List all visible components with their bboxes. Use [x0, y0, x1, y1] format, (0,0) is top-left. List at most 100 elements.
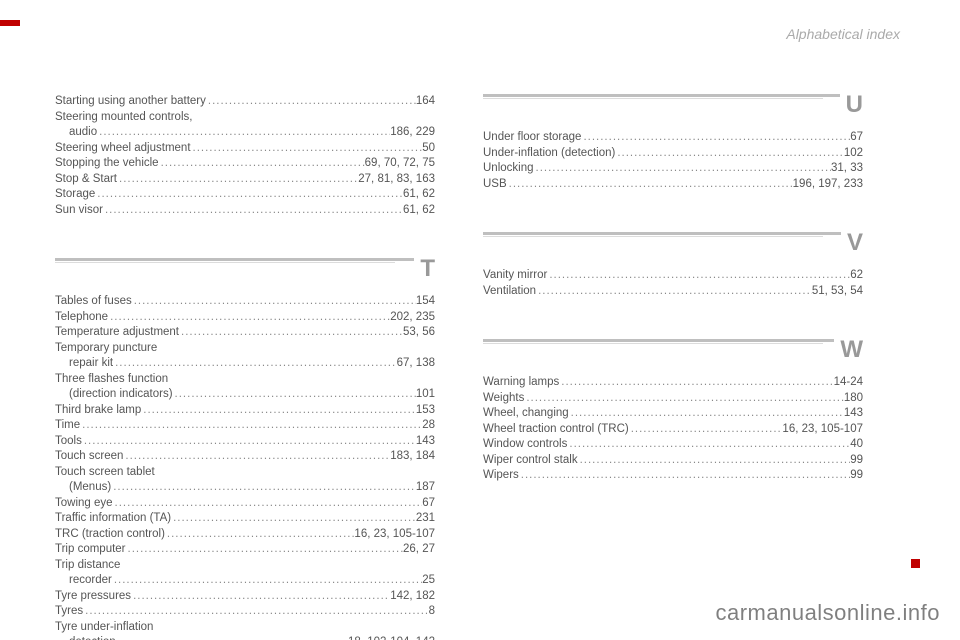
index-entry: Traffic information (TA)231 — [55, 511, 435, 527]
entry-pages: 102 — [844, 146, 863, 162]
section-heading: T — [55, 258, 435, 286]
entry-pages: 67, 138 — [397, 356, 435, 372]
entry-leader-dots — [132, 294, 416, 310]
entry-label: Under-inflation (detection) — [483, 146, 615, 162]
entry-leader-dots — [536, 284, 812, 300]
index-entry: Wheel traction control (TRC)16, 23, 105-… — [483, 422, 863, 438]
entry-leader-dots — [519, 468, 850, 484]
index-section: UUnder floor storage67Under-inflation (d… — [483, 94, 863, 192]
entry-pages: 99 — [850, 468, 863, 484]
entry-pages: 62 — [850, 268, 863, 284]
index-entry: Window controls 40 — [483, 437, 863, 453]
index-entry: Temporary puncture — [55, 341, 435, 357]
page-header-title: Alphabetical index — [786, 26, 900, 42]
index-entry: Touch screen tablet — [55, 465, 435, 481]
entry-leader-dots — [112, 573, 422, 589]
entry-label: Tyres — [55, 604, 83, 620]
index-entry: detection18, 102-104, 142 — [55, 635, 435, 640]
entry-leader-dots — [80, 418, 422, 434]
index-entry: Three flashes function — [55, 372, 435, 388]
entry-label: repair kit — [69, 356, 113, 372]
index-section: TTables of fuses154Telephone202, 235Temp… — [55, 258, 435, 640]
entry-leader-dots — [191, 141, 423, 157]
watermark-text: carmanualsonline.info — [715, 600, 940, 626]
entry-pages: 16, 23, 105-107 — [354, 527, 435, 543]
index-section: Starting using another battery164Steerin… — [55, 94, 435, 218]
index-entry: Towing eye67 — [55, 496, 435, 512]
index-entry: Ventilation51, 53, 54 — [483, 284, 863, 300]
entry-label: USB — [483, 177, 507, 193]
entry-label: Wiper control stalk — [483, 453, 578, 469]
entry-pages: 61, 62 — [403, 203, 435, 219]
index-entry: Tyre pressures142, 182 — [55, 589, 435, 605]
entry-leader-dots — [95, 187, 403, 203]
entry-pages: 143 — [416, 434, 435, 450]
entry-pages: 196, 197, 233 — [793, 177, 863, 193]
index-entry: Starting using another battery164 — [55, 94, 435, 110]
index-entry: Under-inflation (detection) 102 — [483, 146, 863, 162]
entry-pages: 8 — [429, 604, 435, 620]
entry-leader-dots — [82, 434, 416, 450]
entry-label: Time — [55, 418, 80, 434]
entry-label: Three flashes function — [55, 372, 168, 388]
entry-leader-dots — [131, 589, 390, 605]
entry-label: Traffic information (TA) — [55, 511, 171, 527]
entry-pages: 180 — [844, 391, 863, 407]
entry-leader-dots — [165, 527, 355, 543]
entry-label: Trip distance — [55, 558, 120, 574]
index-entry: Temperature adjustment53, 56 — [55, 325, 435, 341]
entry-pages: 153 — [416, 403, 435, 419]
entry-leader-dots — [108, 310, 390, 326]
entry-pages: 187 — [416, 480, 435, 496]
entry-label: Tools — [55, 434, 82, 450]
entry-leader-dots — [97, 125, 390, 141]
entry-pages: 154 — [416, 294, 435, 310]
index-entry: Weights 180 — [483, 391, 863, 407]
entry-leader-dots — [569, 406, 844, 422]
entry-label: Unlocking — [483, 161, 534, 177]
index-entry: USB 196, 197, 233 — [483, 177, 863, 193]
entry-label: Steering mounted controls, — [55, 110, 192, 126]
section-letter: U — [840, 89, 863, 121]
section-heading: U — [483, 94, 863, 122]
left-accent-bar — [0, 20, 20, 26]
entry-leader-dots — [534, 161, 832, 177]
entry-label: Tyre under-inflation — [55, 620, 153, 636]
index-entry: Unlocking31, 33 — [483, 161, 863, 177]
section-heading: W — [483, 339, 863, 367]
entry-leader-dots — [123, 449, 390, 465]
index-entry: Tyre under-inflation — [55, 620, 435, 636]
entry-leader-dots — [117, 172, 358, 188]
index-content: Starting using another battery164Steerin… — [55, 94, 920, 620]
entry-label: Ventilation — [483, 284, 536, 300]
index-entry: repair kit 67, 138 — [55, 356, 435, 372]
index-entry: Wiper control stalk99 — [483, 453, 863, 469]
entry-label: Window controls — [483, 437, 567, 453]
section-letter: V — [841, 227, 863, 259]
entry-pages: 40 — [850, 437, 863, 453]
entry-label: Third brake lamp — [55, 403, 141, 419]
index-entry: Trip computer26, 27 — [55, 542, 435, 558]
entry-label: detection — [69, 635, 116, 640]
entry-leader-dots — [615, 146, 843, 162]
entry-pages: 50 — [422, 141, 435, 157]
index-entry: Wheel, changing143 — [483, 406, 863, 422]
entry-leader-dots — [179, 325, 403, 341]
entry-leader-dots — [159, 156, 365, 172]
index-entry: Tools 143 — [55, 434, 435, 450]
entry-label: Weights — [483, 391, 524, 407]
entry-label: Wipers — [483, 468, 519, 484]
entry-leader-dots — [126, 542, 404, 558]
entry-label: Towing eye — [55, 496, 113, 512]
entry-leader-dots — [173, 387, 416, 403]
entry-leader-dots — [83, 604, 428, 620]
entry-leader-dots — [559, 375, 833, 391]
entry-leader-dots — [567, 437, 850, 453]
section-letter: T — [414, 253, 435, 285]
index-entry: Stop & Start27, 81, 83, 163 — [55, 172, 435, 188]
entry-label: Vanity mirror — [483, 268, 547, 284]
index-entry: Steering wheel adjustment 50 — [55, 141, 435, 157]
entry-label: Temporary puncture — [55, 341, 157, 357]
entry-leader-dots — [111, 480, 416, 496]
entry-label: Steering wheel adjustment — [55, 141, 191, 157]
